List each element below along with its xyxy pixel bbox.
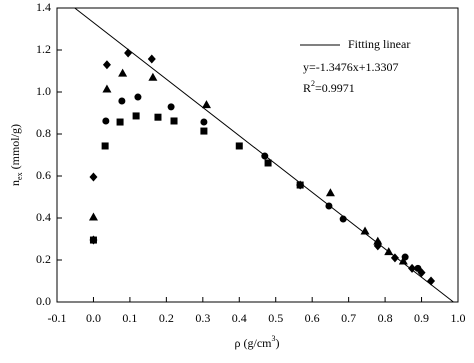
diamond-marker <box>124 48 133 58</box>
circle-marker <box>414 264 422 272</box>
x-tick-label: 0.0 <box>86 311 101 325</box>
x-axis-label: ρ (g/cm3) <box>235 334 280 350</box>
y-tick-label: 1.0 <box>36 84 51 98</box>
triangle-marker <box>325 188 335 197</box>
circle-marker <box>134 93 142 101</box>
x-tick-label: 0.4 <box>232 311 247 325</box>
fit-r2: R2=0.9971 <box>303 79 355 95</box>
triangle-marker <box>102 84 112 93</box>
triangle-marker <box>398 256 408 265</box>
diamond-marker <box>102 60 111 70</box>
y-tick-label: 0.8 <box>36 126 51 140</box>
y-axis-label: nex (mmol/g) <box>8 124 24 186</box>
diamond-marker <box>147 54 156 64</box>
circle-marker <box>401 253 409 261</box>
triangle-marker <box>201 100 211 109</box>
circle-marker <box>261 152 269 160</box>
square-marker <box>235 142 243 150</box>
x-tick-label: 0.5 <box>268 311 283 325</box>
square-marker <box>170 117 178 125</box>
x-tick-label: 0.6 <box>305 311 320 325</box>
x-tick-label: -0.1 <box>48 311 67 325</box>
legend-label: Fitting linear <box>348 37 410 51</box>
circle-marker <box>325 202 333 210</box>
diamond-marker <box>427 276 436 286</box>
triangle-marker <box>148 72 158 81</box>
triangle-marker <box>384 247 394 256</box>
square-marker <box>296 181 304 189</box>
x-tick-label: 0.1 <box>122 311 137 325</box>
square-marker <box>116 118 124 126</box>
diamond-marker <box>89 172 98 182</box>
square-marker <box>132 112 140 120</box>
triangle-marker <box>88 212 98 221</box>
x-tick-label: 0.9 <box>414 311 429 325</box>
x-tick-label: 0.7 <box>341 311 356 325</box>
square-marker <box>154 113 162 121</box>
y-tick-label: 0.0 <box>36 294 51 308</box>
triangle-marker <box>118 68 128 77</box>
square-marker <box>200 127 208 135</box>
y-tick-label: 0.4 <box>36 210 51 224</box>
circle-marker <box>200 118 208 126</box>
x-tick-label: 0.8 <box>378 311 393 325</box>
circle-marker <box>167 103 175 111</box>
square-marker <box>264 159 272 167</box>
x-tick-label: 1.0 <box>451 311 466 325</box>
triangle-marker <box>360 226 370 235</box>
circle-marker <box>374 239 382 247</box>
square-marker <box>89 236 97 244</box>
x-tick-label: 0.2 <box>159 311 174 325</box>
x-tick-label: 0.3 <box>195 311 210 325</box>
circle-marker <box>118 97 126 105</box>
fit-equation: y=-1.3476x+1.3307 <box>303 60 399 74</box>
circle-marker <box>102 117 110 125</box>
circle-marker <box>339 215 347 223</box>
y-tick-label: 1.2 <box>36 42 51 56</box>
y-tick-label: 1.4 <box>36 0 51 14</box>
diamond-marker <box>390 253 399 263</box>
y-tick-label: 0.6 <box>36 168 51 182</box>
plot-frame <box>56 7 459 303</box>
diamond-marker <box>408 263 417 273</box>
y-tick-label: 0.2 <box>36 252 51 266</box>
square-marker <box>101 142 109 150</box>
